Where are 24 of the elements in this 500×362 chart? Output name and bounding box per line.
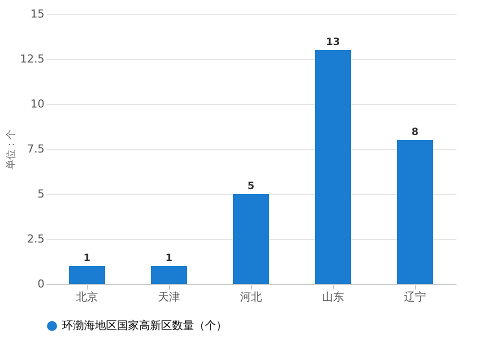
bar: [151, 266, 187, 284]
data-label: 1: [166, 253, 173, 264]
y-tick-label: 2.5: [27, 232, 44, 246]
data-label: 1: [84, 253, 91, 264]
y-tick-label: 0: [38, 278, 44, 290]
x-tick-label: 辽宁: [404, 290, 426, 304]
data-label: 5: [248, 181, 255, 192]
x-tick-label: 山东: [322, 290, 344, 304]
x-tick-label: 天津: [158, 290, 180, 304]
x-tick-label: 北京: [76, 290, 98, 304]
bar: [397, 140, 433, 284]
bar: [69, 266, 105, 284]
legend-label: 环渤海地区国家高新区数量（个）: [62, 319, 227, 332]
y-tick-label: 5: [38, 188, 44, 200]
y-tick-label: 7.5: [27, 142, 44, 156]
bar: [233, 194, 269, 284]
data-label: 13: [326, 37, 340, 48]
bar: [315, 50, 351, 284]
y-tick-label: 12.5: [20, 52, 44, 66]
y-tick-label: 10: [30, 98, 44, 110]
x-tick-label: 河北: [240, 290, 262, 304]
data-label: 8: [412, 127, 419, 138]
y-tick-label: 15: [30, 8, 44, 20]
y-axis-title: 单位：个: [5, 130, 18, 170]
